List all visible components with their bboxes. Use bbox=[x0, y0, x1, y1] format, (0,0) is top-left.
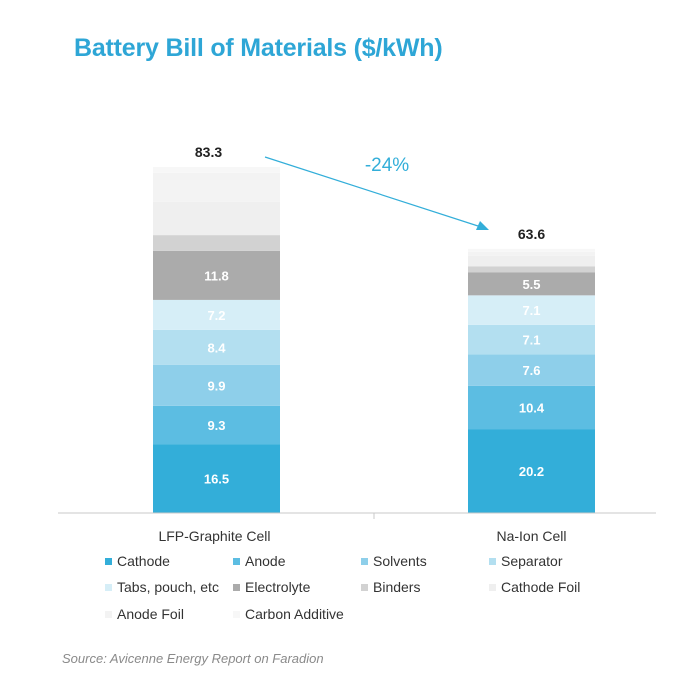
source-note: Source: Avicenne Energy Report on Faradi… bbox=[62, 651, 324, 666]
legend-label: Carbon Additive bbox=[245, 606, 344, 622]
bar-segment-lfp-separator bbox=[153, 329, 280, 365]
change-arrow-line bbox=[264, 156, 479, 227]
bar-total-label: 83.3 bbox=[195, 144, 222, 160]
bar-segment-naion-anode bbox=[468, 385, 595, 430]
legend-swatch bbox=[105, 611, 112, 618]
chart-title: Battery Bill of Materials ($/kWh) bbox=[74, 34, 443, 62]
legend-swatch bbox=[361, 558, 368, 565]
legend-swatch bbox=[489, 584, 496, 591]
change-percent-label: -24% bbox=[365, 155, 409, 176]
bar-segment-naion-separator bbox=[468, 324, 595, 355]
bar-segment-naion-carbon-additive bbox=[468, 248, 595, 252]
legend-swatch bbox=[489, 558, 496, 565]
legend-label: Electrolyte bbox=[245, 579, 311, 595]
legend-swatch bbox=[233, 558, 240, 565]
bar-segment-lfp-binders bbox=[153, 235, 280, 251]
bar-segment-lfp-carbon-additive bbox=[153, 167, 280, 173]
bar-segment-naion-cathode bbox=[468, 429, 595, 513]
legend-label: Anode bbox=[245, 553, 286, 569]
legend-swatch bbox=[361, 584, 368, 591]
bar-segment-naion-solvents bbox=[468, 354, 595, 386]
segment-value-label: 7.6 bbox=[522, 363, 540, 378]
bar-total-label: 63.6 bbox=[518, 226, 545, 242]
legend-swatch bbox=[233, 611, 240, 618]
bar-segment-lfp-cathode-foil bbox=[153, 201, 280, 236]
segment-value-label: 20.2 bbox=[519, 464, 544, 479]
legend-label: Tabs, pouch, etc bbox=[117, 579, 219, 595]
legend-label: Anode Foil bbox=[117, 606, 184, 622]
bar-segment-lfp-cathode bbox=[153, 444, 280, 513]
bar-segment-lfp-tabs-pouch-etc bbox=[153, 299, 280, 330]
bar-segment-lfp-solvents bbox=[153, 364, 280, 406]
segment-value-label: 7.1 bbox=[522, 303, 540, 318]
segment-value-label: 8.4 bbox=[207, 340, 226, 355]
segment-value-label: 16.5 bbox=[204, 472, 229, 487]
segment-value-label: 9.9 bbox=[207, 378, 225, 393]
bar-segment-naion-cathode-foil bbox=[468, 255, 595, 267]
bar-segment-naion-binders bbox=[468, 266, 595, 273]
segment-value-label: 10.4 bbox=[519, 400, 545, 415]
segment-value-label: 9.3 bbox=[207, 418, 225, 433]
segment-value-label: 7.1 bbox=[522, 333, 540, 348]
segment-value-label: 7.2 bbox=[207, 308, 225, 323]
legend-swatch bbox=[233, 584, 240, 591]
legend-label: Binders bbox=[373, 579, 420, 595]
x-tick-label: Na-Ion Cell bbox=[496, 528, 566, 544]
bar-segment-naion-electrolyte bbox=[468, 272, 595, 296]
segment-value-label: 5.5 bbox=[522, 277, 540, 292]
legend-label: Separator bbox=[501, 553, 563, 569]
bar-segment-naion-tabs-pouch-etc bbox=[468, 295, 595, 325]
legend-label: Cathode bbox=[117, 553, 170, 569]
legend-swatch bbox=[105, 584, 112, 591]
legend-label: Solvents bbox=[373, 553, 427, 569]
legend-label: Cathode Foil bbox=[501, 579, 580, 595]
bar-segment-naion-anode-foil bbox=[468, 251, 595, 256]
legend-swatch bbox=[105, 558, 112, 565]
segment-value-label: 11.8 bbox=[204, 268, 229, 283]
bar-segment-lfp-anode bbox=[153, 405, 280, 445]
bar-segment-lfp-electrolyte bbox=[153, 250, 280, 300]
change-arrow bbox=[264, 156, 489, 230]
bar-segment-lfp-anode-foil bbox=[153, 172, 280, 202]
change-arrow-head bbox=[476, 221, 489, 230]
x-tick-label: LFP-Graphite Cell bbox=[158, 528, 270, 544]
